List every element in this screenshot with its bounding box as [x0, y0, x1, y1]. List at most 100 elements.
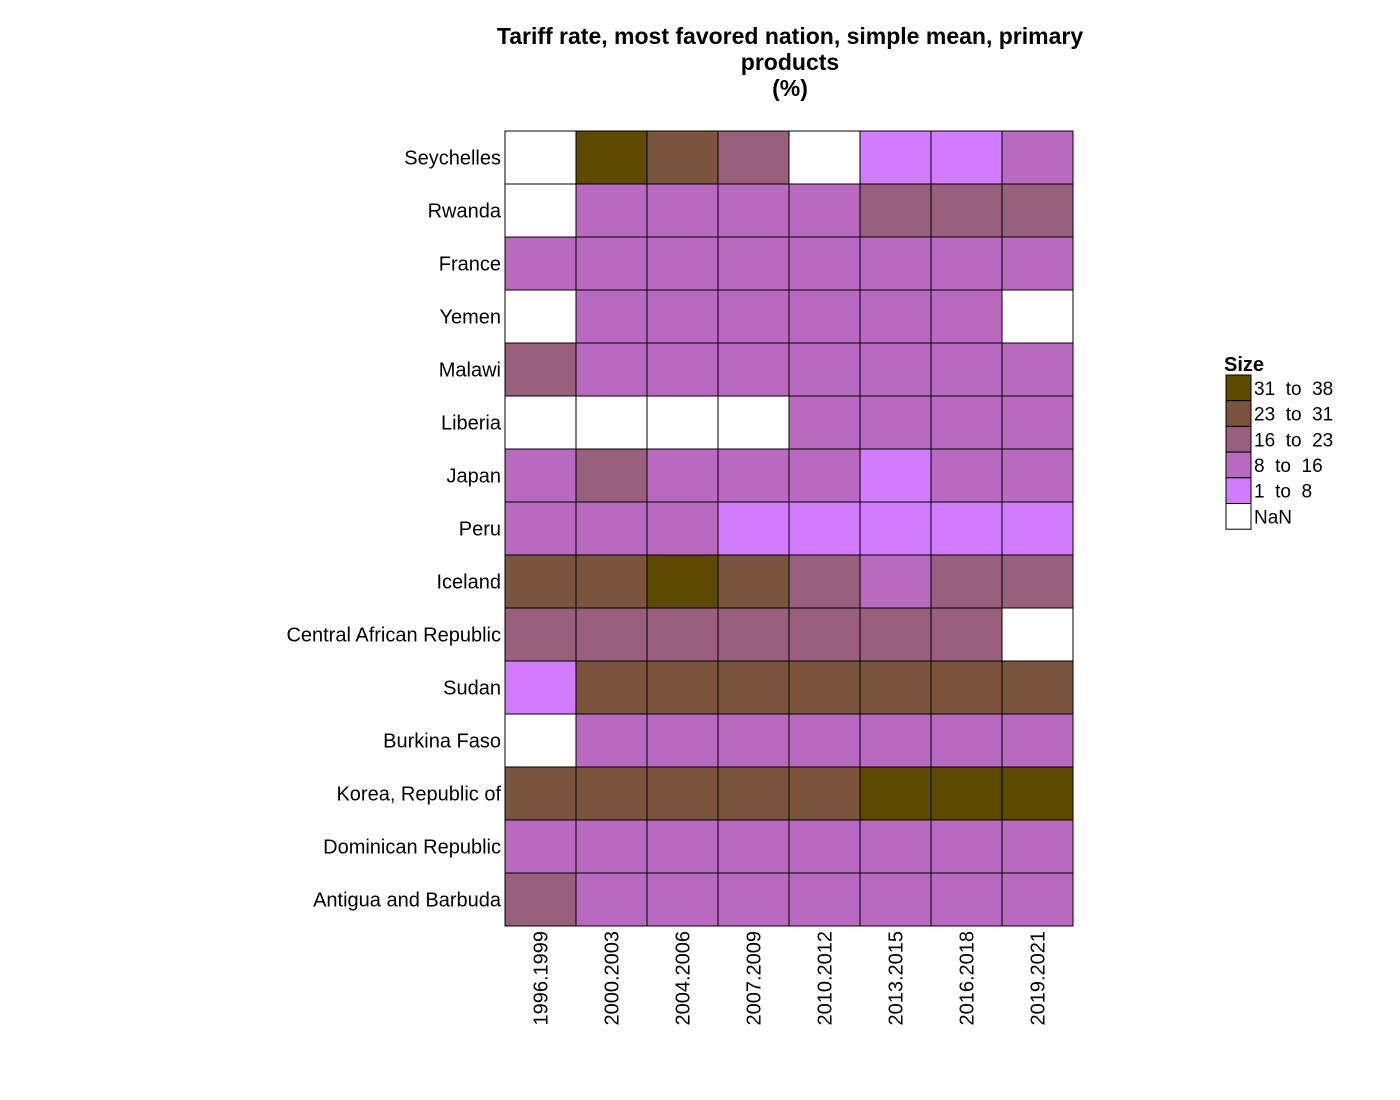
heatmap-cell: [504, 236, 577, 291]
heatmap-cell: [1001, 501, 1074, 556]
x-tick-label: 1996.1999: [531, 931, 553, 1026]
heatmap-cell: [788, 713, 861, 768]
y-tick-label: Seychelles: [404, 148, 501, 170]
heatmap-cell: [859, 289, 932, 344]
heatmap-cell: [930, 289, 1003, 344]
heatmap-cell: [788, 819, 861, 874]
heatmap-cell: [1001, 766, 1074, 821]
y-tick-label: Antigua and Barbuda: [313, 890, 502, 912]
heatmap-cell: [504, 395, 577, 450]
legend-label: 23 to 31: [1254, 405, 1333, 426]
heatmap-cell: [717, 660, 790, 715]
heatmap-cell: [859, 130, 932, 185]
heatmap-cell: [717, 766, 790, 821]
heatmap-cell: [930, 183, 1003, 238]
heatmap-cell: [575, 501, 648, 556]
heatmap-cell: [717, 342, 790, 397]
heatmap-cell: [717, 501, 790, 556]
heatmap-cell: [859, 501, 932, 556]
heatmap-cell: [1001, 872, 1074, 927]
heatmap-cell: [646, 607, 719, 662]
x-axis-labels: 1996.1999 2000.2003 2004.2006 2007.2009 2010…: [531, 931, 1050, 1026]
heatmap-cells: [504, 130, 1074, 927]
x-tick-label: 2000.2003: [602, 931, 624, 1026]
heatmap-cell: [504, 342, 577, 397]
heatmap-cell: [859, 713, 932, 768]
heatmap-cell: [788, 289, 861, 344]
heatmap-cell: [717, 130, 790, 185]
x-tick-label: 2007.2009: [744, 931, 766, 1026]
heatmap-cell: [930, 130, 1003, 185]
x-tick-label: 2004.2006: [673, 931, 695, 1026]
heatmap-cell: [788, 130, 861, 185]
heatmap-cell: [575, 766, 648, 821]
heatmap-cell: [930, 342, 1003, 397]
legend-swatch: [1225, 374, 1252, 402]
chart-title-line-3: (%): [772, 75, 808, 101]
heatmap-cell: [646, 236, 719, 291]
heatmap-cell: [504, 872, 577, 927]
heatmap-cell: [646, 183, 719, 238]
heatmap-cell: [1001, 236, 1074, 291]
heatmap-cell: [859, 183, 932, 238]
heatmap-cell: [930, 448, 1003, 503]
x-tick-label: 2013.2015: [886, 931, 908, 1026]
heatmap-cell: [575, 342, 648, 397]
heatmap-cell: [504, 607, 577, 662]
y-tick-label: Central African Republic: [286, 625, 501, 647]
heatmap-cell: [1001, 607, 1074, 662]
chart-title-line-1: Tariff rate, most favored nation, simple…: [496, 23, 1084, 49]
heatmap-cell: [646, 766, 719, 821]
heatmap-cell: [930, 713, 1003, 768]
heatmap-cell: [646, 501, 719, 556]
heatmap-cell: [646, 554, 719, 609]
heatmap-cell: [646, 819, 719, 874]
y-tick-label: Burkina Faso: [383, 731, 501, 753]
heatmap-cell: [930, 607, 1003, 662]
heatmap-cell: [788, 236, 861, 291]
y-tick-label: Japan: [447, 466, 502, 488]
heatmap-cell: [504, 819, 577, 874]
y-tick-label: Yemen: [439, 307, 501, 329]
heatmap-cell: [575, 289, 648, 344]
heatmap-cell: [575, 872, 648, 927]
y-tick-label: Malawi: [439, 360, 501, 382]
heatmap-cell: [575, 130, 648, 185]
heatmap-cell: [575, 713, 648, 768]
heatmap-cell: [930, 236, 1003, 291]
heatmap-cell: [788, 872, 861, 927]
heatmap-cell: [504, 448, 577, 503]
heatmap-cell: [717, 236, 790, 291]
heatmap-cell: [575, 554, 648, 609]
heatmap-cell: [1001, 554, 1074, 609]
y-tick-label: Sudan: [443, 678, 501, 700]
heatmap-cell: [859, 395, 932, 450]
chart-title-line-2: products: [740, 49, 840, 75]
heatmap-cell: [646, 872, 719, 927]
heatmap-cell: [859, 554, 932, 609]
heatmap-cell: [575, 236, 648, 291]
heatmap-cell: [788, 554, 861, 609]
heatmap-cell: [1001, 660, 1074, 715]
heatmap-cell: [1001, 448, 1074, 503]
heatmap-cell: [646, 448, 719, 503]
legend-swatch: [1225, 503, 1252, 530]
heatmap-cell: [717, 448, 790, 503]
heatmap-cell: [717, 713, 790, 768]
legend-label: 16 to 23: [1254, 430, 1333, 451]
heatmap-cell: [930, 819, 1003, 874]
heatmap-cell: [575, 607, 648, 662]
heatmap-cell: [504, 501, 577, 556]
heatmap-cell: [859, 607, 932, 662]
heatmap-cell: [717, 395, 790, 450]
chart-title: Tariff rate, most favored nation, simple…: [440, 23, 1140, 101]
heatmap-cell: [575, 819, 648, 874]
legend-label: 1 to 8: [1254, 482, 1312, 503]
legend-label: NaN: [1254, 507, 1292, 528]
heatmap-cell: [788, 342, 861, 397]
heatmap-cell: [646, 130, 719, 185]
heatmap-cell: [859, 342, 932, 397]
heatmap-cell: [1001, 130, 1074, 185]
heatmap-cell: [930, 501, 1003, 556]
